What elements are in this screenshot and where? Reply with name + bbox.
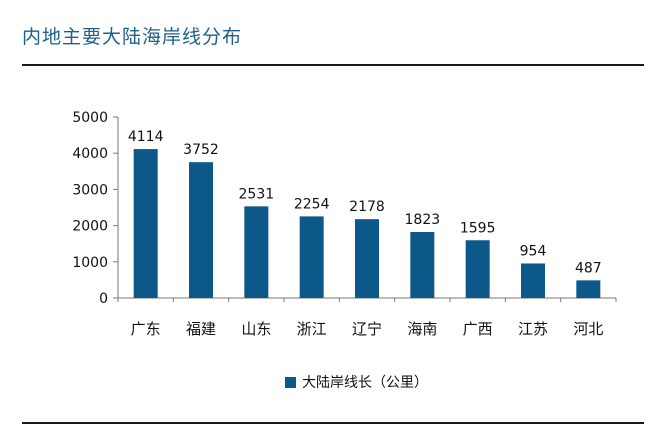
y-tick-label: 3000: [72, 182, 108, 198]
bar: [133, 149, 158, 298]
x-tick-label: 福建: [186, 320, 216, 338]
chart-legend: 大陆岸线长（公里）: [285, 372, 428, 392]
data-label: 3752: [183, 142, 219, 158]
bar: [410, 232, 435, 298]
data-label: 1595: [460, 220, 496, 236]
bar: [299, 216, 324, 298]
x-tick-label: 河北: [573, 320, 603, 338]
bar: [576, 280, 601, 298]
x-tick-label: 山东: [241, 320, 271, 338]
page-title: 内地主要大陆海岸线分布: [22, 26, 243, 48]
x-tick-label: 广西: [463, 320, 493, 338]
data-label: 487: [575, 260, 602, 276]
x-tick-label: 海南: [407, 320, 437, 338]
top-divider: [22, 64, 644, 66]
x-tick-label: 广东: [131, 320, 161, 338]
y-tick-label: 0: [99, 291, 108, 307]
data-label: 2531: [239, 186, 275, 202]
bar: [355, 219, 379, 298]
bar: [244, 206, 269, 298]
data-label: 2254: [294, 196, 330, 212]
data-label: 954: [520, 243, 547, 259]
y-tick-label: 5000: [72, 110, 108, 126]
x-tick-label: 浙江: [297, 320, 327, 338]
x-tick-label: 江苏: [518, 320, 548, 338]
data-label: 2178: [349, 199, 385, 215]
bar: [521, 263, 545, 298]
y-tick-label: 2000: [72, 219, 108, 235]
bar: [465, 240, 490, 298]
legend-label: 大陆岸线长（公里）: [302, 375, 428, 391]
data-label: 1823: [405, 212, 441, 228]
legend-swatch: [285, 376, 296, 388]
bottom-divider: [22, 422, 644, 424]
x-tick-label: 辽宁: [352, 320, 382, 338]
bar: [189, 162, 213, 298]
y-tick-label: 1000: [72, 255, 108, 271]
y-tick-label: 4000: [72, 146, 108, 162]
data-label: 4114: [128, 129, 164, 145]
